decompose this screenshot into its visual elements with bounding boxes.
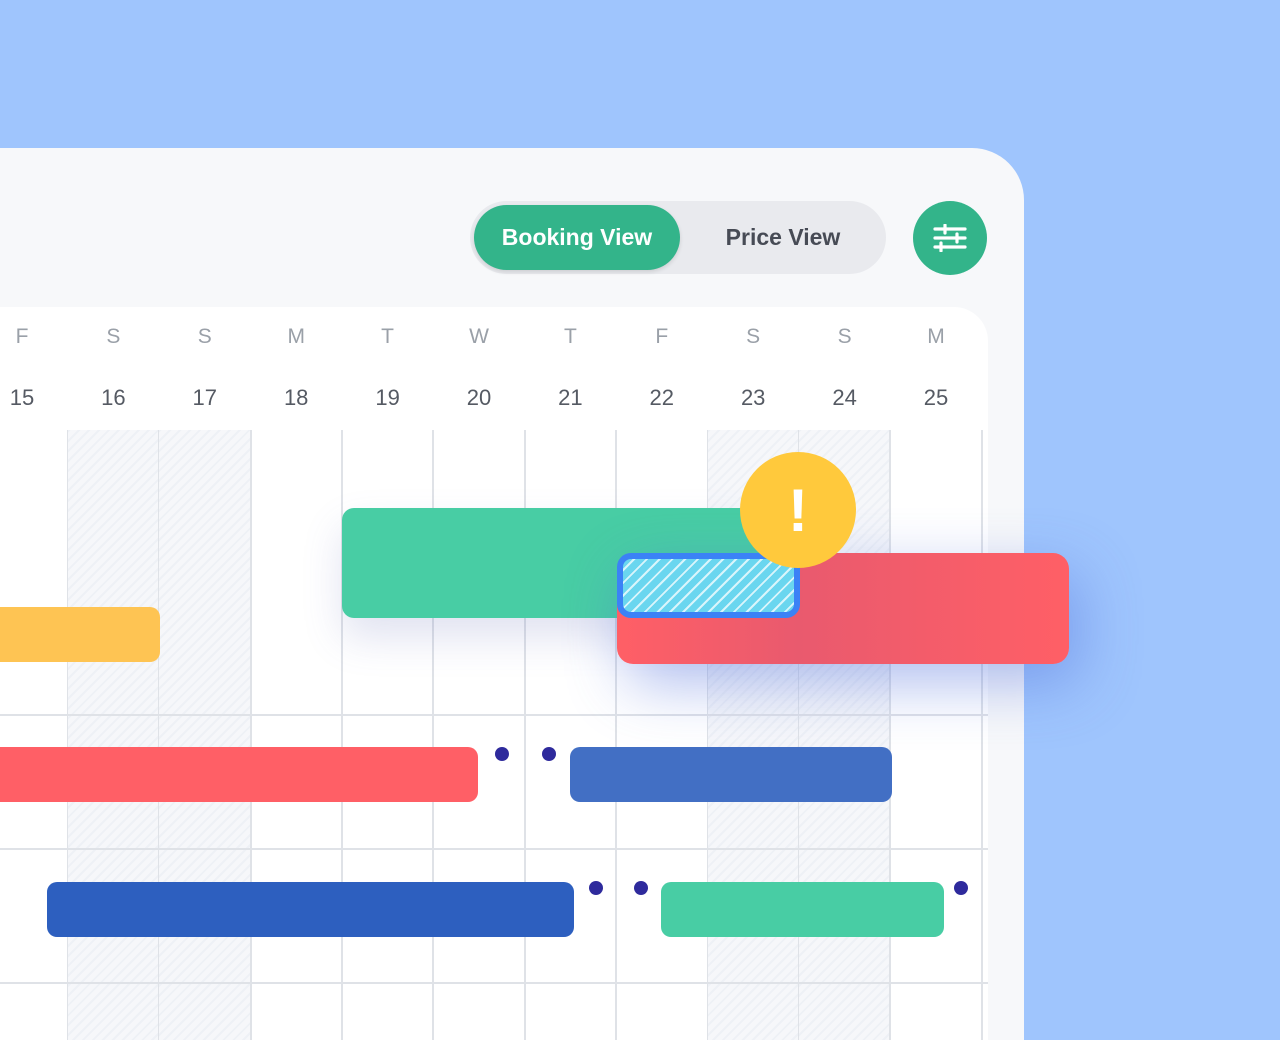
gap-dot (542, 747, 556, 761)
gap-dot (589, 881, 603, 895)
booking-view-button[interactable]: Booking View (474, 205, 680, 270)
filter-button[interactable] (913, 201, 987, 275)
day-of-week-label: S (197, 325, 212, 348)
grid-column-line (432, 430, 435, 1040)
booking-bar-blue[interactable] (570, 747, 892, 802)
grid-column-line (615, 430, 618, 1040)
gap-dot (954, 881, 968, 895)
date-label: 21 (558, 385, 583, 410)
day-of-week-label: M (927, 325, 945, 348)
booking-bar-green-2[interactable] (661, 882, 944, 937)
weekend-column (67, 430, 160, 1040)
weekend-column (159, 430, 251, 1040)
day-of-week-label: S (106, 325, 121, 348)
day-of-week-label: W (469, 325, 489, 348)
price-view-button[interactable]: Price View (725, 224, 841, 250)
date-label: 22 (649, 385, 675, 410)
grid-column-line (523, 430, 526, 1040)
view-toggle: Booking View Price View (470, 201, 886, 274)
grid-row-line (0, 982, 988, 984)
day-of-week-label: T (381, 325, 394, 348)
date-label: 24 (832, 385, 857, 410)
day-of-week-label: F (655, 325, 669, 348)
grid-column-line (249, 430, 252, 1040)
date-label: 19 (375, 385, 400, 410)
day-of-week-label: M (287, 325, 305, 348)
warning-badge[interactable]: ! (740, 452, 856, 568)
booking-bar-red[interactable] (0, 747, 478, 802)
day-of-week-label: F (15, 325, 29, 348)
overlap-region[interactable] (617, 553, 800, 618)
grid-column-line (340, 430, 343, 1040)
date-label: 25 (923, 385, 949, 410)
booking-bar-yellow[interactable] (0, 607, 160, 662)
date-label: 20 (466, 385, 492, 410)
day-of-week-label: S (746, 325, 761, 348)
date-label: 18 (283, 385, 309, 410)
grid-column-line (980, 430, 983, 1040)
grid-column-line (889, 430, 892, 1040)
exclamation-icon: ! (788, 476, 808, 544)
sliders-icon (933, 224, 967, 252)
date-label: 23 (740, 385, 766, 410)
grid-row-line (0, 848, 988, 850)
gap-dot (634, 881, 648, 895)
date-label: 15 (9, 385, 35, 410)
booking-bar-dark-blue[interactable] (47, 882, 574, 937)
date-label: 17 (192, 385, 218, 410)
grid-row-line (0, 714, 988, 716)
day-of-week-label: S (837, 325, 852, 348)
day-of-week-label: T (563, 325, 577, 348)
gap-dot (495, 747, 509, 761)
date-label: 16 (101, 385, 126, 410)
